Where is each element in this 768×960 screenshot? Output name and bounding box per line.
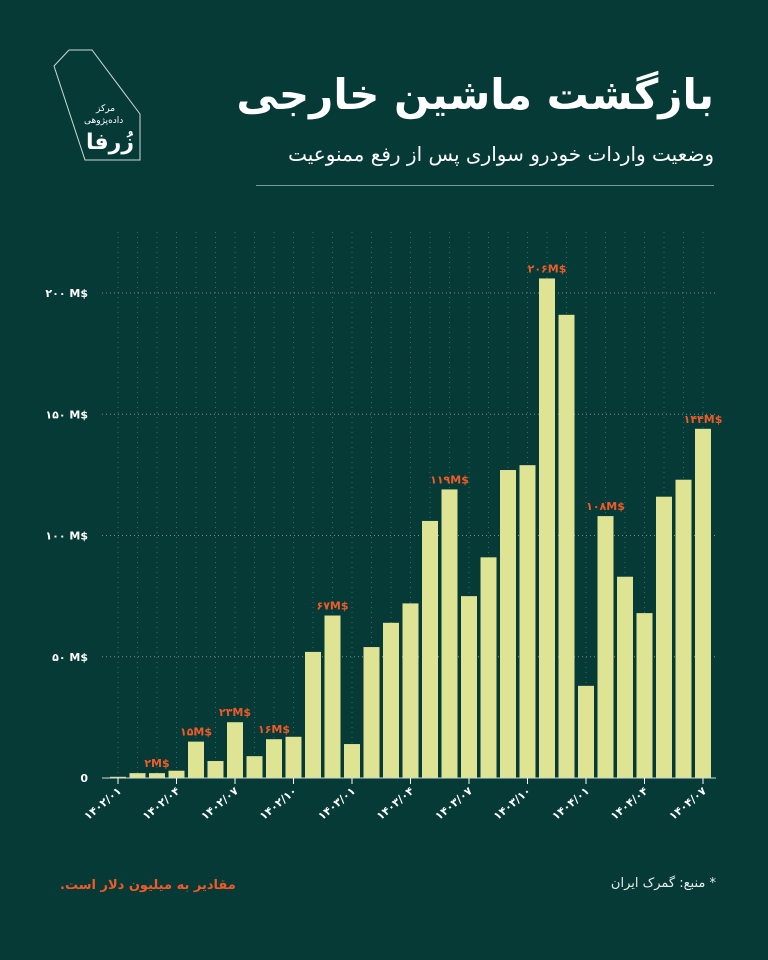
bar bbox=[636, 613, 653, 778]
data-label: ۶۷M$ bbox=[316, 600, 348, 613]
bar bbox=[344, 744, 360, 778]
data-label: ۱۱۹M$ bbox=[430, 473, 469, 486]
bar bbox=[480, 557, 497, 778]
logo-name: زُرفا bbox=[86, 130, 134, 155]
bar bbox=[695, 428, 711, 778]
bar bbox=[383, 622, 399, 778]
bar bbox=[578, 685, 594, 778]
bar bbox=[168, 770, 185, 778]
bar bbox=[597, 516, 614, 778]
data-label: ۲M$ bbox=[144, 757, 169, 770]
x-tick-label: ۱۴۰۲/۰۷ bbox=[199, 784, 242, 823]
bar bbox=[227, 722, 243, 778]
bar bbox=[149, 773, 165, 778]
title-divider bbox=[256, 185, 714, 186]
y-tick-label: ۵۰ M$ bbox=[52, 651, 88, 664]
page-title: بازگشت ماشین خارجی bbox=[236, 70, 714, 119]
bar bbox=[461, 596, 477, 778]
data-label: ۲۳M$ bbox=[219, 706, 251, 719]
x-tick-label: ۱۴۰۳/۰۷ bbox=[433, 784, 476, 823]
data-label: ۱۰۸M$ bbox=[586, 500, 625, 513]
bar-chart: 0 ۵۰ M$ ۱۰۰ M$ ۱۵۰ M$ ۲۰۰ M$ ۱۴۰۲/۰۱ ۱۴۰۲/۰۴ ۱۴… bbox=[45, 232, 723, 823]
data-label: ۱۶M$ bbox=[258, 723, 290, 736]
logo-line2: داده‌پژوهی bbox=[84, 116, 124, 126]
bar bbox=[207, 761, 224, 778]
bar bbox=[441, 489, 458, 778]
bar bbox=[422, 520, 438, 778]
x-tick-label: ۱۴۰۴/۰۱ bbox=[550, 784, 592, 822]
data-label: ۱۵M$ bbox=[180, 726, 212, 739]
page-subtitle: وضعیت واردات خودرو سواری پس از رفع ممنوع… bbox=[288, 142, 714, 166]
bar bbox=[500, 470, 516, 778]
bar bbox=[519, 465, 536, 778]
y-tick-label: ۱۰۰ M$ bbox=[45, 530, 88, 543]
y-tick-label: 0 bbox=[80, 772, 88, 785]
bar bbox=[110, 776, 126, 778]
data-label: ۲۰۶M$ bbox=[528, 262, 567, 275]
bar bbox=[539, 278, 555, 778]
x-tick-label: ۱۴۰۴/۰۷ bbox=[667, 784, 710, 823]
bar bbox=[285, 736, 302, 778]
bar bbox=[266, 739, 282, 778]
x-tick-label: ۱۴۰۲/۰۱ bbox=[82, 784, 124, 822]
y-tick-label: ۱۵۰ M$ bbox=[45, 408, 88, 421]
y-tick-label: ۲۰۰ M$ bbox=[45, 287, 88, 300]
data-label: ۱۴۴M$ bbox=[684, 413, 723, 426]
bar bbox=[656, 496, 672, 778]
logo-frame-icon bbox=[53, 49, 141, 161]
bar bbox=[305, 651, 321, 778]
units-note: مقادیر به میلیون دلار است. bbox=[60, 878, 236, 893]
x-tick-label: ۱۴۰۴/۰۴ bbox=[608, 784, 651, 823]
bar bbox=[402, 603, 419, 778]
x-tick-label: ۱۴۰۳/۱۰ bbox=[491, 784, 533, 822]
x-tick-label: ۱۴۰۲/۰۴ bbox=[140, 784, 183, 823]
bar bbox=[324, 615, 341, 778]
bar bbox=[246, 756, 263, 778]
bar bbox=[363, 647, 380, 778]
x-tick-label: ۱۴۰۲/۱۰ bbox=[257, 784, 299, 822]
bar bbox=[675, 479, 692, 778]
bar bbox=[617, 576, 633, 778]
bar bbox=[188, 741, 204, 778]
x-tick-label: ۱۴۰۳/۰۴ bbox=[374, 784, 417, 823]
bar bbox=[558, 314, 575, 778]
source-note: * منبع: گمرک ایران bbox=[610, 876, 716, 891]
x-tick-label: ۱۴۰۳/۰۱ bbox=[316, 784, 358, 822]
bar bbox=[129, 773, 146, 778]
logo-line1: مرکز bbox=[96, 104, 116, 114]
